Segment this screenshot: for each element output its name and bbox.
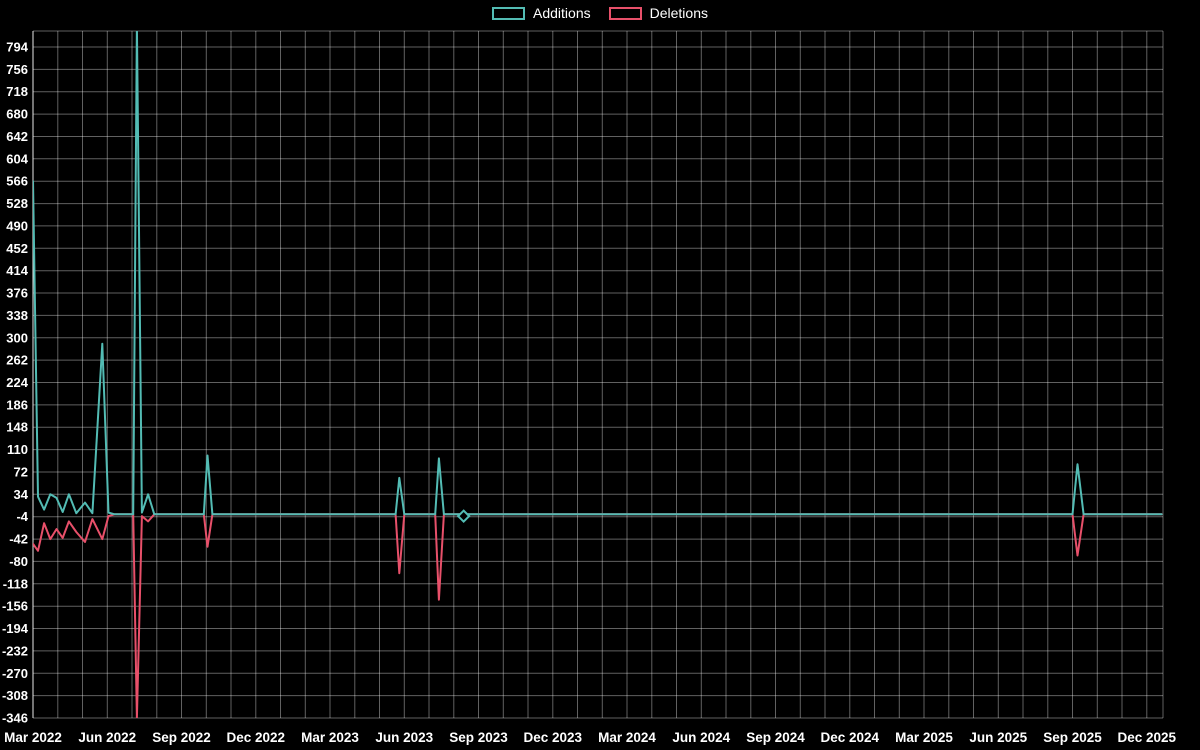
y-tick-label: 110 bbox=[7, 442, 28, 457]
y-tick-label: 528 bbox=[6, 196, 28, 211]
x-tick-label: Dec 2022 bbox=[227, 730, 286, 745]
deletions-line bbox=[33, 513, 1163, 718]
y-tick-label: 756 bbox=[6, 62, 28, 77]
y-tick-label: -4 bbox=[16, 509, 28, 524]
x-tick-label: Mar 2024 bbox=[598, 730, 656, 745]
y-tick-label: 718 bbox=[6, 84, 28, 99]
legend-item-additions[interactable]: Additions bbox=[492, 5, 591, 21]
y-tick-label: 224 bbox=[6, 375, 28, 390]
y-tick-label: 414 bbox=[6, 263, 28, 278]
y-tick-label: -118 bbox=[3, 576, 28, 591]
x-tick-label: Dec 2023 bbox=[524, 730, 583, 745]
y-tick-label: -194 bbox=[2, 621, 29, 636]
x-tick-label: Jun 2023 bbox=[375, 730, 433, 745]
x-tick-label: Jun 2025 bbox=[969, 730, 1027, 745]
x-tick-label: Jun 2024 bbox=[672, 730, 730, 745]
y-tick-label: -80 bbox=[9, 554, 28, 569]
x-tick-label: Mar 2023 bbox=[301, 730, 359, 745]
y-tick-label: -270 bbox=[2, 666, 28, 681]
y-tick-label: 680 bbox=[6, 107, 28, 122]
additions-line bbox=[33, 31, 1163, 516]
x-tick-label: Sep 2024 bbox=[746, 730, 805, 745]
y-tick-label: 300 bbox=[6, 330, 28, 345]
y-tick-label: 794 bbox=[6, 40, 28, 55]
y-tick-label: 490 bbox=[6, 218, 28, 233]
y-tick-label: 72 bbox=[14, 465, 28, 480]
legend-label-additions: Additions bbox=[533, 5, 591, 21]
legend-item-deletions[interactable]: Deletions bbox=[608, 5, 708, 21]
y-tick-label: -346 bbox=[2, 711, 28, 726]
y-tick-label: 148 bbox=[6, 420, 28, 435]
y-tick-label: 262 bbox=[6, 353, 28, 368]
x-tick-label: Mar 2022 bbox=[4, 730, 62, 745]
y-tick-label: -308 bbox=[2, 688, 28, 703]
x-tick-label: Mar 2025 bbox=[895, 730, 953, 745]
y-tick-label: 376 bbox=[6, 286, 28, 301]
y-axis-labels: 794 756 718 680 642 604 566 528 490 452 414 376 338 3… bbox=[2, 40, 29, 726]
x-tick-label: Jun 2022 bbox=[78, 730, 136, 745]
y-tick-label: 566 bbox=[6, 174, 28, 189]
legend-label-deletions: Deletions bbox=[649, 5, 708, 21]
y-tick-label: 34 bbox=[14, 487, 29, 502]
grid bbox=[32, 30, 1164, 719]
y-tick-label: 642 bbox=[6, 129, 28, 144]
y-tick-label: 452 bbox=[6, 241, 28, 256]
y-tick-label: -42 bbox=[9, 532, 28, 547]
y-tick-label: 186 bbox=[6, 397, 28, 412]
x-tick-label: Sep 2022 bbox=[152, 730, 211, 745]
x-tick-label: Dec 2025 bbox=[1118, 730, 1177, 745]
chart-legend: Additions Deletions bbox=[0, 5, 1200, 21]
x-tick-label: Sep 2025 bbox=[1043, 730, 1102, 745]
deletions-swatch-icon bbox=[608, 6, 642, 20]
y-tick-label: -232 bbox=[2, 643, 28, 658]
y-tick-label: 604 bbox=[6, 151, 28, 166]
y-tick-label: 338 bbox=[6, 308, 28, 323]
x-tick-label: Dec 2024 bbox=[821, 730, 880, 745]
x-axis-labels: Mar 2022 Jun 2022 Sep 2022 Dec 2022 Mar 2023… bbox=[4, 730, 1176, 745]
y-tick-label: -156 bbox=[2, 599, 28, 614]
x-tick-label: Sep 2023 bbox=[449, 730, 508, 745]
marker-diamond bbox=[456, 509, 471, 524]
additions-swatch-icon bbox=[492, 6, 526, 20]
